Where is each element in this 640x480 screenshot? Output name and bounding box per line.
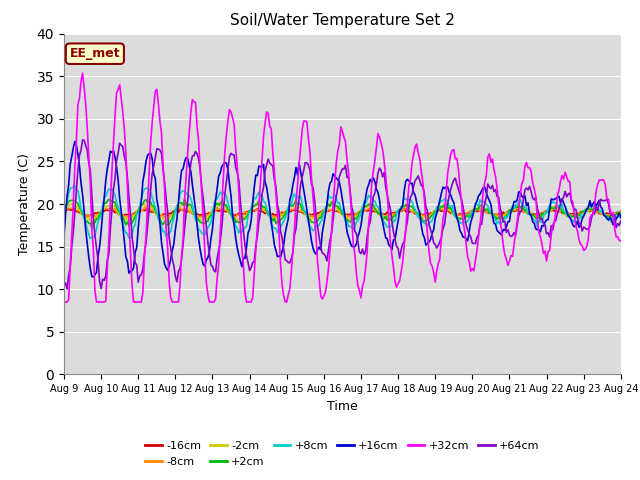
X-axis label: Time: Time xyxy=(327,400,358,413)
Legend: -16cm, -8cm, -2cm, +2cm, +8cm, +16cm, +32cm, +64cm: -16cm, -8cm, -2cm, +2cm, +8cm, +16cm, +3… xyxy=(141,437,544,471)
Text: EE_met: EE_met xyxy=(70,47,120,60)
Title: Soil/Water Temperature Set 2: Soil/Water Temperature Set 2 xyxy=(230,13,455,28)
Y-axis label: Temperature (C): Temperature (C) xyxy=(18,153,31,255)
